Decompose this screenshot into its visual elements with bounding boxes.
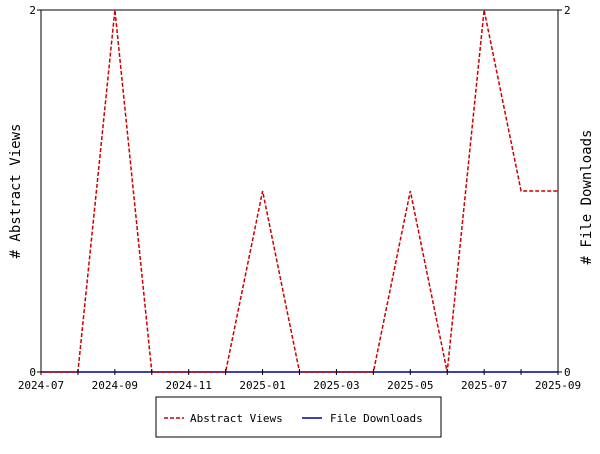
y-axis-right: 02 bbox=[558, 4, 571, 379]
x-tick-label: 2024-07 bbox=[18, 379, 64, 392]
x-tick-label: 2025-01 bbox=[239, 379, 285, 392]
x-tick-label: 2024-09 bbox=[92, 379, 138, 392]
legend-label-abstract-views: Abstract Views bbox=[190, 412, 283, 425]
y-left-tick-label: 0 bbox=[29, 366, 36, 379]
y-right-tick-label: 2 bbox=[564, 4, 571, 17]
legend: Abstract Views File Downloads bbox=[155, 396, 442, 438]
y-axis-right-title: # File Downloads bbox=[579, 130, 595, 265]
x-axis: 2024-07 2024-09 2024-11 2025-01 2025-03 2025-… bbox=[18, 369, 581, 392]
series-layer bbox=[41, 9, 558, 373]
plot-frame bbox=[40, 9, 559, 373]
x-tick-label: 2025-03 bbox=[313, 379, 359, 392]
y-left-tick-label: 2 bbox=[29, 4, 36, 17]
legend-label-file-downloads: File Downloads bbox=[330, 412, 423, 425]
x-tick-label: 2025-07 bbox=[461, 379, 507, 392]
series-line-abstract-views bbox=[41, 9, 558, 373]
y-axis-left-title: # Abstract Views bbox=[8, 124, 24, 259]
y-right-tick-label: 0 bbox=[564, 366, 571, 379]
x-tick-label: 2024-11 bbox=[166, 379, 212, 392]
plot-area bbox=[40, 9, 559, 373]
x-tick-label: 2025-09 bbox=[535, 379, 581, 392]
x-tick-label: 2025-05 bbox=[387, 379, 433, 392]
legend-box bbox=[155, 396, 442, 438]
y-axis-left: 02 bbox=[29, 4, 41, 379]
